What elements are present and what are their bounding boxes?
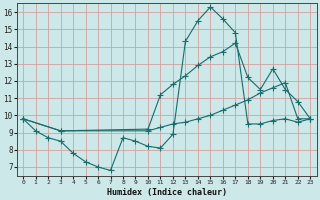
X-axis label: Humidex (Indice chaleur): Humidex (Indice chaleur): [107, 188, 227, 197]
